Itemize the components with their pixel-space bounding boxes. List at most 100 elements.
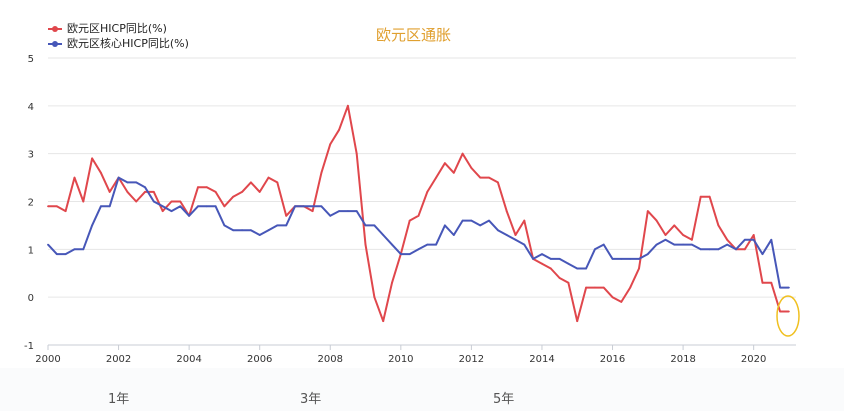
data-point (267, 229, 270, 232)
data-point (417, 248, 420, 251)
x-tick-label: 2008 (318, 354, 343, 365)
data-point (64, 253, 67, 256)
data-point (735, 248, 737, 251)
data-point (179, 205, 182, 208)
data-point (541, 253, 543, 256)
data-point (355, 210, 358, 213)
data-point (629, 258, 632, 260)
data-point (761, 281, 764, 284)
data-point (452, 171, 455, 174)
data-point (611, 296, 614, 299)
data-point (126, 191, 129, 193)
data-point (488, 176, 490, 179)
data-point (108, 191, 111, 193)
data-point (779, 310, 781, 313)
period-1y[interactable]: 1年 (108, 392, 130, 407)
data-point (258, 234, 261, 236)
data-point (285, 224, 288, 227)
data-point (629, 286, 632, 289)
x-tick-label: 2006 (247, 354, 272, 365)
y-tick-label: 4 (28, 102, 34, 113)
x-tick-label: 2000 (35, 354, 60, 365)
data-point (399, 253, 402, 256)
data-point (302, 205, 305, 208)
series-line-1 (47, 176, 789, 289)
data-point (479, 224, 482, 227)
legend-marker-core-hicp (48, 39, 62, 49)
data-point (664, 238, 667, 241)
data-point (708, 248, 711, 251)
data-point (717, 224, 720, 227)
data-point (100, 205, 102, 208)
data-point (479, 176, 482, 179)
grid-lines (48, 57, 796, 346)
data-point (320, 171, 323, 174)
data-point (435, 176, 437, 179)
data-point (294, 205, 296, 208)
data-point (241, 229, 244, 232)
data-point (638, 258, 640, 260)
data-point (82, 200, 85, 203)
data-point (47, 205, 49, 208)
data-point (382, 234, 385, 236)
data-point (197, 205, 199, 208)
data-point (691, 238, 693, 241)
data-point (250, 229, 252, 232)
y-tick-label: 2 (28, 198, 34, 209)
data-point (241, 191, 244, 193)
data-point (788, 286, 790, 289)
data-point (505, 210, 508, 213)
legend-item-core-hicp[interactable]: 欧元区核心HICP同比(%) (48, 36, 189, 51)
period-bar (0, 368, 844, 411)
data-point (611, 258, 614, 260)
data-point (788, 310, 790, 313)
data-point (514, 238, 517, 241)
data-point (408, 219, 411, 222)
legend-marker-hicp (48, 24, 62, 34)
series-line-0 (48, 104, 789, 323)
data-point (726, 243, 729, 246)
data-point (620, 258, 623, 260)
data-point (382, 320, 385, 322)
data-point (743, 238, 746, 241)
data-point (364, 243, 367, 246)
period-5y[interactable]: 5年 (493, 392, 515, 407)
x-tick-label: 2002 (106, 354, 131, 365)
data-point (373, 296, 376, 299)
data-point (267, 176, 270, 179)
data-point (452, 234, 455, 236)
data-point (91, 157, 93, 160)
data-point (655, 243, 658, 246)
data-point (276, 181, 279, 184)
x-tick-label: 2014 (529, 354, 554, 365)
data-point (594, 286, 596, 289)
data-point (497, 229, 499, 232)
y-tick-label: 0 (28, 293, 34, 304)
data-point (567, 262, 570, 265)
series-lines (47, 104, 790, 323)
data-point (558, 277, 561, 279)
data-point (250, 181, 252, 184)
data-point (602, 243, 605, 246)
data-point (55, 253, 58, 256)
data-point (188, 214, 191, 217)
data-point (426, 191, 429, 193)
data-point (664, 234, 667, 236)
legend-item-hicp[interactable]: 欧元区HICP同比(%) (48, 21, 189, 36)
data-point (549, 258, 552, 260)
data-point (135, 200, 138, 203)
data-point (426, 243, 429, 246)
data-point (682, 234, 684, 236)
data-point (549, 267, 552, 270)
y-axis: -1 0 1 2 3 4 5 (24, 54, 34, 352)
data-point (602, 286, 605, 289)
data-point (470, 167, 473, 169)
data-point (514, 234, 517, 236)
data-point (779, 286, 781, 289)
data-point (214, 205, 217, 208)
legend-label-core-hicp: 欧元区核心HICP同比(%) (67, 37, 189, 50)
period-3y[interactable]: 3年 (300, 392, 322, 407)
data-point (117, 176, 120, 179)
x-tick-label: 2018 (670, 354, 695, 365)
